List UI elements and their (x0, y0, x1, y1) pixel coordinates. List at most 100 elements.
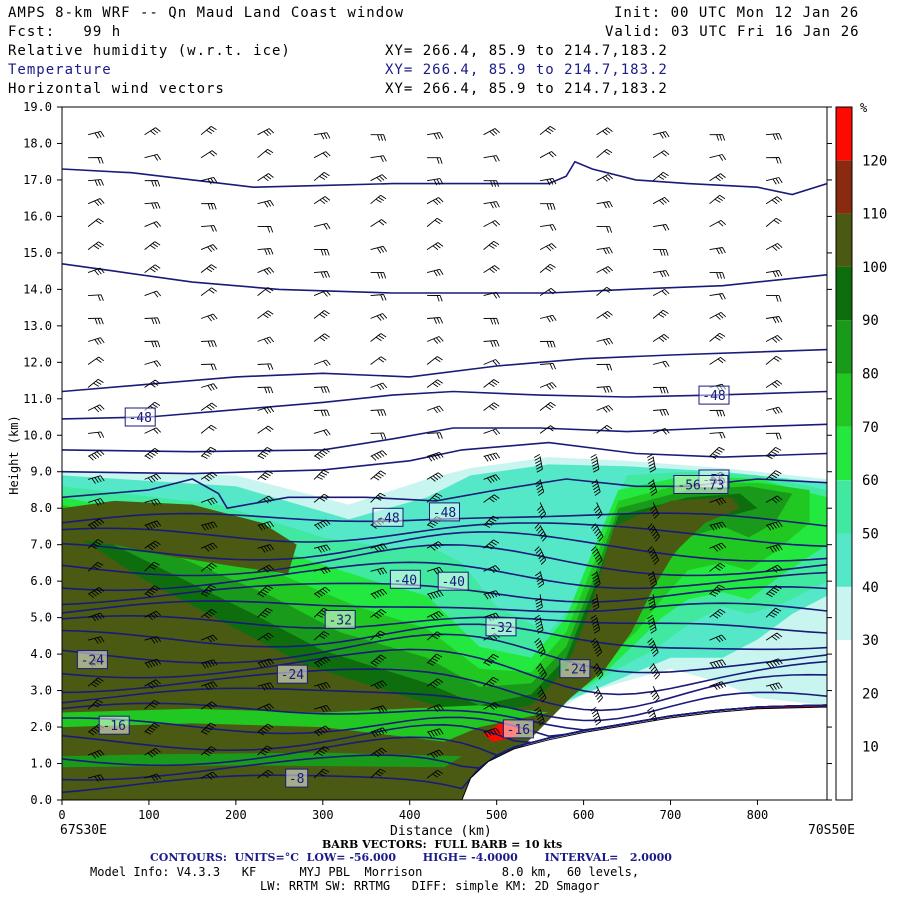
wind-barb (257, 703, 275, 712)
wind-barb (709, 409, 726, 417)
wind-barb (313, 725, 331, 737)
wind-barb (536, 502, 547, 519)
y-tick-label: 11.0 (23, 392, 52, 406)
wind-barb (534, 571, 545, 588)
contour-m48 (62, 390, 827, 420)
wind-barb (709, 312, 727, 320)
wind-barb (88, 157, 104, 164)
wind-barb (647, 571, 658, 588)
wind-barb (144, 221, 162, 228)
wind-barb (426, 268, 444, 277)
wind-barb (88, 179, 104, 187)
wind-barb (590, 546, 603, 565)
wind-barb (534, 523, 547, 542)
wind-barb (647, 523, 660, 542)
wind-barb (765, 682, 783, 691)
plot-frame (61, 106, 828, 801)
contour-label-text: -16 (102, 719, 125, 734)
wind-barb (370, 313, 388, 321)
wind-barb (652, 334, 670, 342)
wind-barb (370, 609, 387, 619)
wind-barb (652, 289, 670, 296)
wind-barb (200, 126, 217, 136)
contour-label: -8 (285, 768, 309, 788)
wind-barb (653, 270, 670, 278)
wind-barb (652, 360, 670, 368)
wind-barb (765, 177, 783, 185)
colorbar-swatch (836, 533, 852, 587)
wind-barb (200, 244, 218, 252)
wind-barb (539, 425, 556, 434)
wind-barb (709, 357, 726, 365)
wind-barb (596, 311, 613, 319)
wind-barb (370, 356, 387, 365)
wind-barb (313, 359, 331, 367)
colorbar: 10 20 30 40 50 60 70 80 90 100 110 120% (835, 101, 887, 801)
x-tick-label: 400 (399, 808, 421, 822)
wind-barb (370, 470, 387, 481)
wind-barb (257, 495, 274, 504)
temperature-contours (62, 160, 827, 794)
wind-barb (539, 151, 557, 159)
wind-barb (313, 586, 331, 599)
wind-barb (144, 180, 161, 187)
wind-barb (596, 149, 613, 159)
contour-label-text: -48 (128, 411, 151, 426)
wind-barb (200, 383, 218, 391)
wind-barb (709, 446, 725, 459)
contour-label-box (98, 715, 130, 735)
wind-barb (257, 607, 273, 618)
wind-barb (596, 286, 613, 296)
wind-barb (144, 317, 161, 325)
contour-label: -40 (389, 569, 421, 589)
wind-barb (87, 518, 105, 530)
wind-barb (709, 562, 726, 572)
wind-barb (427, 178, 444, 186)
wind-barb (200, 584, 217, 597)
chart-title: AMPS 8-km WRF -- Qn Maud Land Coast wind… (8, 5, 405, 21)
colorbar-swatch (836, 640, 852, 694)
wind-barb (87, 774, 105, 782)
contour-mid-3 (62, 543, 827, 577)
colorbar-label: 60 (862, 473, 879, 489)
wind-barb (534, 706, 545, 726)
wind-barb (483, 539, 500, 550)
colorbar-label: 20 (862, 686, 879, 702)
x-tick-label: 800 (747, 808, 769, 822)
wind-barb (709, 173, 726, 182)
wind-barb (257, 447, 273, 460)
wind-barb (87, 241, 104, 250)
wind-barb (144, 448, 161, 460)
wind-barb (370, 567, 388, 576)
contour-note: CONTOURS: UNITS=°C LOW= -56.000 HIGH= -4… (150, 851, 672, 864)
wind-barb (649, 502, 660, 519)
y-tick-label: 12.0 (23, 355, 52, 369)
wind-barb (426, 653, 443, 666)
wind-barb (591, 479, 601, 496)
wind-barb (653, 224, 670, 231)
contour-mid-1 (62, 522, 827, 548)
wind-barb (596, 337, 614, 346)
x-tick-label: 300 (312, 808, 334, 822)
contour-m52 (62, 441, 827, 475)
wind-barb (534, 638, 546, 657)
wind-barb (765, 521, 783, 531)
wind-barb (87, 130, 105, 139)
colorbar-label: 90 (862, 313, 879, 329)
x-tick-label: 500 (486, 808, 508, 822)
wind-barb (709, 220, 727, 227)
wind-barb (200, 608, 217, 619)
wind-barb (257, 267, 275, 275)
wind-barb (200, 424, 217, 434)
wind-barb (314, 248, 330, 256)
wind-barb (257, 425, 274, 434)
wind-barb (765, 495, 783, 504)
wind-barb (313, 493, 330, 503)
contour-label-box (485, 617, 517, 637)
contour-label-box (559, 659, 591, 679)
wind-barb (200, 446, 217, 459)
wind-barb (257, 521, 275, 531)
contour-label: -48 (124, 407, 156, 427)
contour-label-text: -16 (507, 723, 530, 738)
wind-barb (313, 172, 330, 182)
